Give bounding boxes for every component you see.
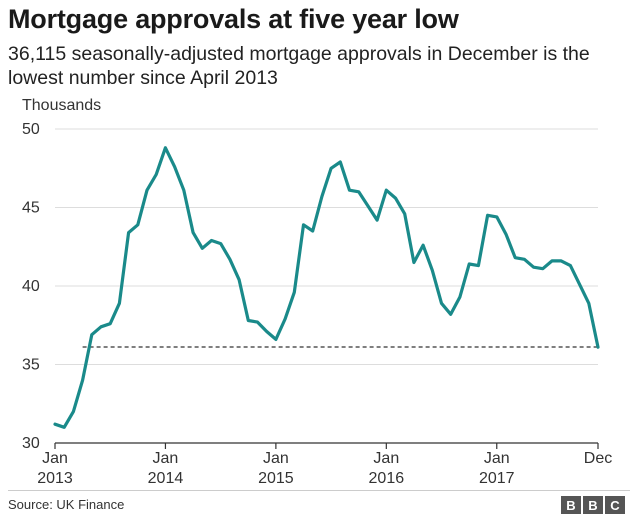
- x-tick-label: Jan: [153, 450, 179, 467]
- y-tick-label: 35: [22, 357, 40, 374]
- y-tick-label: 50: [22, 121, 40, 138]
- line-chart: 30 35 40 45 50 Jan 2013 Jan 2014 Jan 2015 Jan 2016 Ja…: [22, 121, 612, 487]
- y-tick-label: 40: [22, 278, 40, 295]
- x-tick-label: 2013: [37, 470, 73, 487]
- x-tick-label: 2015: [258, 470, 294, 487]
- series-line: [53, 146, 600, 429]
- x-tick-label: 2017: [479, 470, 515, 487]
- y-axis-unit-label: Thousands: [22, 97, 102, 114]
- chart-title: Mortgage approvals at five year low: [8, 4, 459, 34]
- bbc-logo-block: B: [583, 496, 603, 514]
- y-tick-label: 45: [22, 200, 40, 217]
- x-tick-label: Jan: [484, 450, 510, 467]
- chart-subtitle: 36,115 seasonally-adjusted mortgage appr…: [8, 43, 590, 89]
- x-tick-label: Jan: [263, 450, 289, 467]
- y-tick-label: 30: [22, 435, 40, 452]
- bbc-logo-block: C: [605, 496, 625, 514]
- bbc-logo-block: B: [561, 496, 581, 514]
- source-note: Source: UK Finance: [8, 497, 125, 512]
- x-tick-label: Jan: [42, 450, 68, 467]
- footer-divider: [8, 490, 630, 491]
- x-tick-label: Dec: [584, 450, 612, 467]
- x-tick-label: 2016: [369, 470, 405, 487]
- x-tick-label: 2014: [148, 470, 184, 487]
- x-tick-label: Jan: [373, 450, 399, 467]
